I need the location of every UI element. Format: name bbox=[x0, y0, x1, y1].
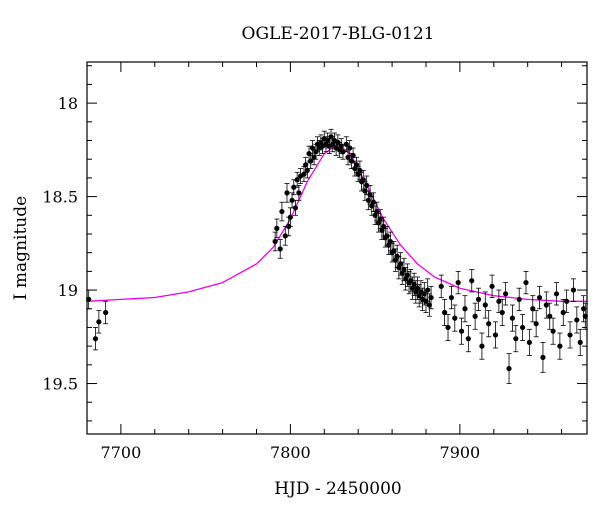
data-point bbox=[291, 184, 297, 190]
x-tick-label: 7800 bbox=[270, 443, 311, 462]
data-point bbox=[92, 336, 99, 342]
data-point bbox=[499, 309, 505, 316]
data-point bbox=[530, 306, 536, 312]
data-point bbox=[536, 294, 543, 301]
data-point bbox=[560, 309, 566, 316]
x-axis: 7700 7800 7900 bbox=[101, 62, 563, 462]
data-point bbox=[547, 313, 553, 319]
data-point bbox=[448, 294, 455, 301]
data-point bbox=[438, 283, 444, 289]
data-point bbox=[374, 208, 380, 215]
data-point bbox=[308, 158, 314, 164]
chart-title: OGLE-2017-BLG-0121 bbox=[242, 24, 435, 44]
data-point bbox=[503, 291, 509, 297]
data-point bbox=[475, 296, 482, 303]
data-point bbox=[381, 223, 387, 230]
data-point bbox=[287, 214, 293, 220]
y-tick-label: 19.5 bbox=[42, 375, 78, 394]
data-point bbox=[425, 287, 431, 293]
data-point bbox=[370, 199, 377, 205]
data-point bbox=[340, 149, 346, 155]
data-point bbox=[553, 291, 560, 297]
model-curve bbox=[86, 143, 587, 302]
data-point bbox=[506, 365, 512, 372]
data-point bbox=[496, 298, 502, 304]
data-point bbox=[350, 152, 356, 159]
data-point bbox=[458, 328, 465, 334]
data-point bbox=[455, 279, 461, 286]
data-point bbox=[279, 208, 285, 215]
data-point bbox=[445, 324, 451, 331]
data-point bbox=[347, 145, 353, 151]
data-point bbox=[364, 182, 370, 188]
data-point bbox=[550, 328, 556, 334]
data-point bbox=[570, 287, 577, 293]
data-point bbox=[304, 167, 310, 174]
data-point bbox=[360, 177, 366, 183]
data-point bbox=[516, 296, 522, 303]
data-point bbox=[519, 324, 526, 331]
data-point bbox=[345, 154, 351, 160]
data-point bbox=[289, 197, 295, 203]
data-point bbox=[543, 302, 549, 308]
plot-frame bbox=[86, 61, 588, 435]
data-point bbox=[103, 309, 109, 316]
data-point bbox=[272, 238, 278, 245]
data-point bbox=[472, 313, 478, 319]
data-point bbox=[469, 278, 475, 284]
data-point bbox=[513, 336, 519, 342]
x-tick-label: 7900 bbox=[440, 443, 481, 462]
data-point bbox=[357, 167, 363, 174]
data-point bbox=[282, 233, 288, 239]
data-point bbox=[523, 279, 529, 286]
y-tick-label: 19 bbox=[58, 281, 78, 300]
data-point bbox=[294, 177, 300, 183]
data-point bbox=[96, 319, 102, 325]
data-point bbox=[301, 171, 307, 177]
y-axis-label: I magnitude bbox=[11, 196, 31, 300]
y-axis: 18 18.5 19 19.5 bbox=[42, 65, 587, 422]
data-point bbox=[343, 141, 349, 147]
data-point bbox=[564, 298, 570, 304]
y-tick-label: 18 bbox=[58, 94, 78, 113]
data-point bbox=[284, 190, 290, 196]
data-point bbox=[277, 246, 283, 252]
data-point bbox=[274, 225, 280, 231]
x-tick-label: 7700 bbox=[101, 443, 142, 462]
data-point bbox=[526, 339, 532, 346]
data-point bbox=[557, 343, 563, 349]
plot-area bbox=[86, 128, 588, 384]
data-point bbox=[428, 294, 434, 301]
data-point bbox=[377, 216, 383, 222]
data-point bbox=[309, 145, 316, 151]
data-point bbox=[353, 162, 360, 168]
data-point bbox=[479, 343, 485, 349]
data-point bbox=[492, 332, 499, 338]
x-axis-label: HJD - 2450000 bbox=[274, 479, 402, 499]
data-point bbox=[452, 315, 458, 321]
data-point bbox=[482, 302, 488, 308]
data-point bbox=[462, 306, 468, 312]
data-point bbox=[567, 332, 573, 338]
data-point bbox=[292, 205, 299, 211]
data-point bbox=[296, 190, 302, 196]
data-point bbox=[442, 309, 448, 316]
data-point bbox=[509, 315, 516, 321]
data-point bbox=[574, 317, 580, 323]
y-tick-label: 18.5 bbox=[42, 188, 78, 207]
data-point bbox=[577, 339, 583, 346]
data-point bbox=[489, 283, 495, 289]
data-point bbox=[540, 354, 546, 360]
data-point bbox=[367, 192, 373, 198]
data-point bbox=[387, 238, 393, 245]
data-point bbox=[486, 321, 492, 327]
data-point bbox=[465, 336, 471, 342]
data-point bbox=[533, 321, 539, 327]
